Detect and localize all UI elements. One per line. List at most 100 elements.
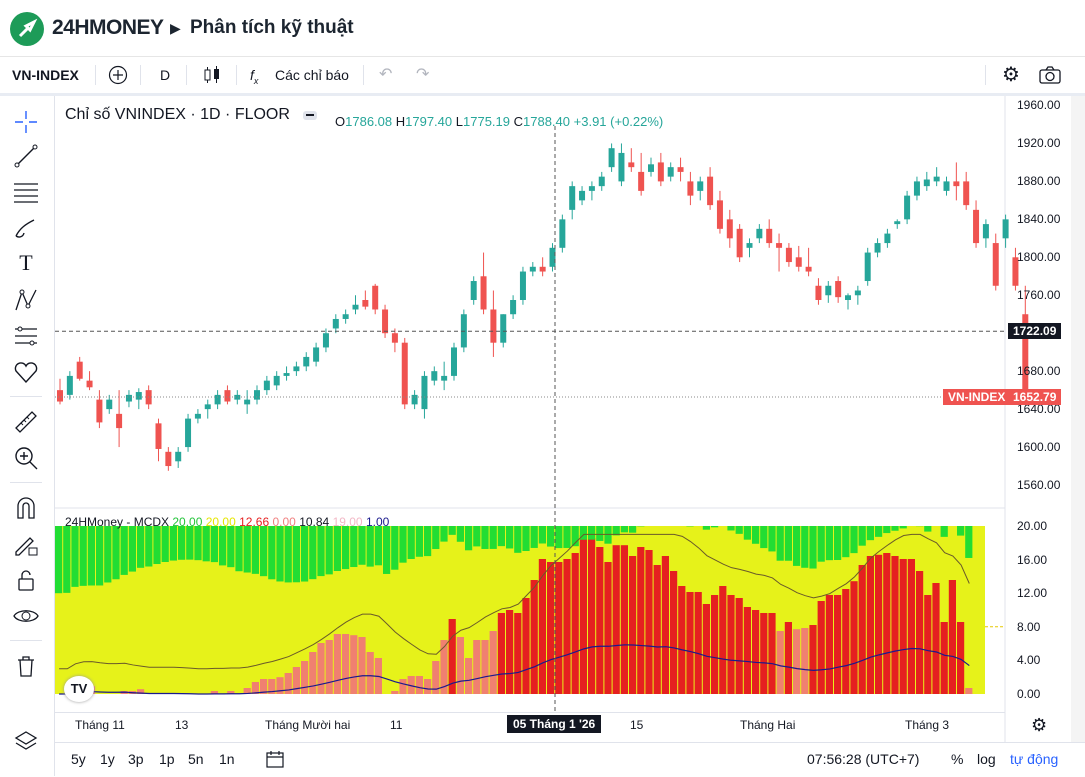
price-chart[interactable]	[55, 96, 1071, 742]
logo-text[interactable]: 24HMONEY	[52, 16, 164, 40]
scrollbar[interactable]	[1071, 96, 1085, 742]
candle-body	[727, 219, 733, 238]
symbol-search[interactable]: VN-INDEX	[12, 57, 79, 93]
banker-bar	[473, 640, 480, 694]
retail-bar	[55, 526, 62, 593]
banker-bar	[932, 583, 939, 694]
range-button-1y[interactable]: 1y	[100, 751, 115, 767]
banker-bar	[686, 592, 693, 694]
magnet-icon[interactable]	[12, 494, 40, 522]
range-button-5y[interactable]: 5y	[71, 751, 86, 767]
price-tick-label: 1600.00	[1017, 440, 1060, 454]
banker-bar	[293, 667, 300, 694]
retail-bar	[547, 526, 554, 547]
heart-icon[interactable]	[12, 358, 40, 386]
interval-button[interactable]: D	[160, 57, 170, 93]
retail-bar	[186, 526, 193, 560]
time-tick-label: Tháng 11	[75, 718, 125, 732]
retail-bar	[211, 526, 218, 562]
retail-bar	[842, 526, 849, 557]
candle-body	[431, 371, 437, 380]
divider	[985, 65, 986, 85]
fib-lines-icon[interactable]	[12, 178, 40, 206]
compare-plus-icon[interactable]	[108, 65, 128, 85]
auto-scale-toggle[interactable]: tự động	[1010, 751, 1058, 767]
ruler-icon[interactable]	[12, 408, 40, 436]
text-tool-icon[interactable]: T	[12, 250, 40, 278]
range-button-1n[interactable]: 1n	[219, 751, 235, 767]
trend-line-icon[interactable]	[12, 142, 40, 170]
retail-bar	[71, 526, 78, 587]
candle-body	[224, 390, 230, 401]
banker-bar	[416, 676, 423, 694]
candle-body	[175, 452, 181, 461]
trash-icon[interactable]	[12, 652, 40, 680]
indicator-value: 12.66	[236, 515, 269, 529]
breadcrumb: Phân tích kỹ thuật	[190, 17, 354, 39]
banker-bar	[826, 595, 833, 694]
camera-icon[interactable]	[1039, 65, 1061, 85]
lock-icon[interactable]	[12, 566, 40, 594]
retail-bar	[490, 526, 497, 549]
banker-bar	[309, 652, 316, 694]
logo-icon[interactable]	[10, 12, 44, 46]
clock[interactable]: 07:56:28 (UTC+7)	[807, 751, 919, 767]
retail-bar	[941, 526, 948, 537]
percent-toggle[interactable]: %	[951, 751, 963, 767]
range-button-1p[interactable]: 1p	[159, 751, 175, 767]
undo-icon[interactable]: ↶	[379, 57, 392, 93]
banker-bar	[711, 595, 718, 694]
banker-bar	[596, 547, 603, 694]
range-button-5n[interactable]: 5n	[188, 751, 204, 767]
settings-gear-icon[interactable]: ⚙	[1002, 57, 1020, 93]
eye-icon[interactable]	[12, 602, 40, 630]
retail-bar	[629, 526, 636, 533]
axis-settings-gear-icon[interactable]: ⚙	[1031, 715, 1047, 736]
pattern-icon[interactable]	[12, 286, 40, 314]
collapse-legend-button[interactable]	[303, 111, 317, 120]
redo-icon[interactable]: ↷	[416, 57, 429, 93]
log-toggle[interactable]: log	[977, 751, 996, 767]
retail-bar	[350, 526, 357, 567]
fx-icon[interactable]: fx	[250, 57, 258, 93]
zoom-in-icon[interactable]	[12, 444, 40, 472]
date-range-icon[interactable]	[265, 749, 285, 769]
bottom-toolbar: 5y 1y 3p 1p 5n 1n 07:56:28 (UTC+7) % log tự đ…	[55, 742, 1085, 777]
retail-bar	[760, 526, 767, 548]
candle-body	[638, 172, 644, 191]
time-tick-label: 15	[630, 718, 643, 732]
divider	[363, 65, 364, 85]
indicator-value: 10.84	[296, 515, 329, 529]
candle-body	[934, 177, 940, 182]
candle-body	[362, 300, 368, 307]
candle-body	[599, 177, 605, 186]
change-value: +3.91 (+0.22%)	[574, 114, 664, 129]
indicators-button[interactable]: Các chỉ báo	[275, 57, 349, 93]
divider	[140, 65, 141, 85]
candle-body	[845, 295, 851, 300]
banker-bar	[727, 595, 734, 694]
layers-icon[interactable]	[12, 728, 40, 756]
retail-bar	[785, 526, 792, 561]
retail-bar	[235, 526, 242, 571]
retail-bar	[506, 526, 513, 548]
candle-body	[353, 305, 359, 310]
banker-bar	[555, 562, 562, 694]
lock-drawing-icon[interactable]	[12, 530, 40, 558]
banker-bar	[867, 556, 874, 694]
range-button-3p[interactable]: 3p	[128, 751, 144, 767]
tradingview-logo-icon[interactable]: TV	[64, 676, 94, 702]
candle-body	[343, 314, 349, 319]
retail-bar	[63, 526, 70, 593]
candle-body	[244, 400, 250, 405]
brush-icon[interactable]	[12, 214, 40, 242]
candle-body	[579, 191, 585, 200]
last-price-badge: 1652.79	[1008, 389, 1061, 405]
forecast-icon[interactable]	[12, 322, 40, 350]
candlestick-icon[interactable]	[202, 65, 222, 85]
banker-bar	[793, 629, 800, 694]
retail-bar	[440, 526, 447, 542]
crosshair-icon[interactable]	[12, 108, 40, 136]
